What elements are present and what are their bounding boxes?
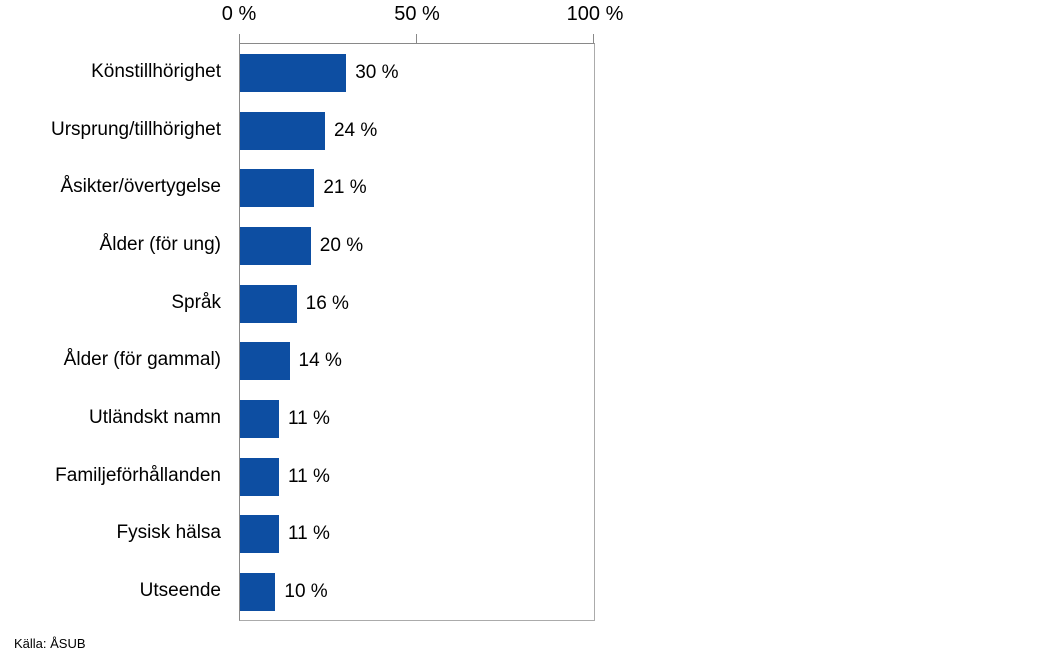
bar-value-label: 21 % [323, 177, 367, 199]
axis-tick-label: 0 % [221, 3, 257, 25]
category-label: Utseende [139, 580, 221, 602]
bar-row: 24 % [240, 102, 594, 160]
bar-row: 11 % [240, 390, 594, 448]
axis-tick-mark [593, 34, 594, 43]
category-label: Ursprung/tillhörighet [50, 118, 221, 140]
bar-value-label: 30 % [355, 61, 399, 83]
bar-value-label: 24 % [333, 119, 378, 141]
bar-row: 14 % [240, 332, 594, 390]
bar-value-label: 11 % [287, 465, 330, 487]
bar-row: 21 % [240, 159, 594, 217]
bar-row: 10 % [240, 563, 594, 621]
x-axis: 0 % 50 % 100 % [222, 0, 624, 43]
bar-value-label: 10 % [284, 581, 328, 603]
axis-tick-mark [416, 34, 417, 43]
category-label: Familjeförhållanden [55, 464, 221, 486]
axis-tick-label: 50 % [394, 3, 440, 25]
bar-row: 20 % [240, 217, 594, 275]
category-label: Språk [171, 291, 221, 313]
plot-area: 30 % 24 % 21 % 20 % 16 % 14 % 11 % 11 % 11 % 10 % [239, 34, 595, 621]
bar [240, 573, 276, 612]
bar [240, 111, 325, 150]
bar-value-label: 11 % [287, 407, 330, 429]
bar [240, 169, 315, 208]
bar [240, 53, 347, 92]
bar-value-label: 11 % [287, 523, 330, 545]
bar-value-label: 16 % [305, 292, 349, 314]
category-labels: Könstillhörighet Ursprung/tillhörighet Åsi… [0, 43, 221, 620]
source-note: Källa: ÅSUB [14, 636, 86, 651]
category-label: Könstillhörighet [91, 60, 221, 82]
category-label: Ålder (för gammal) [63, 349, 221, 371]
bar-row: 11 % [240, 506, 594, 564]
category-label: Ålder (för ung) [99, 233, 221, 255]
axis-tick-label: 100 % [566, 3, 624, 25]
bar [240, 457, 279, 496]
category-label: Fysisk hälsa [116, 522, 221, 544]
bar-value-label: 20 % [319, 234, 364, 256]
axis-tick-mark [239, 34, 240, 43]
bar [240, 284, 297, 323]
bar-row: 30 % [240, 44, 594, 102]
bar-row: 16 % [240, 275, 594, 333]
bar [240, 226, 311, 265]
bar-row: 11 % [240, 448, 594, 506]
bar [240, 342, 290, 381]
bar [240, 515, 279, 554]
bars-container: 30 % 24 % 21 % 20 % 16 % 14 % 11 % 11 % 11 % 10 % [240, 44, 594, 621]
category-label: Utländskt namn [88, 406, 221, 428]
bar [240, 399, 279, 438]
category-label: Åsikter/övertygelse [60, 176, 221, 198]
bar-value-label: 14 % [298, 350, 342, 372]
